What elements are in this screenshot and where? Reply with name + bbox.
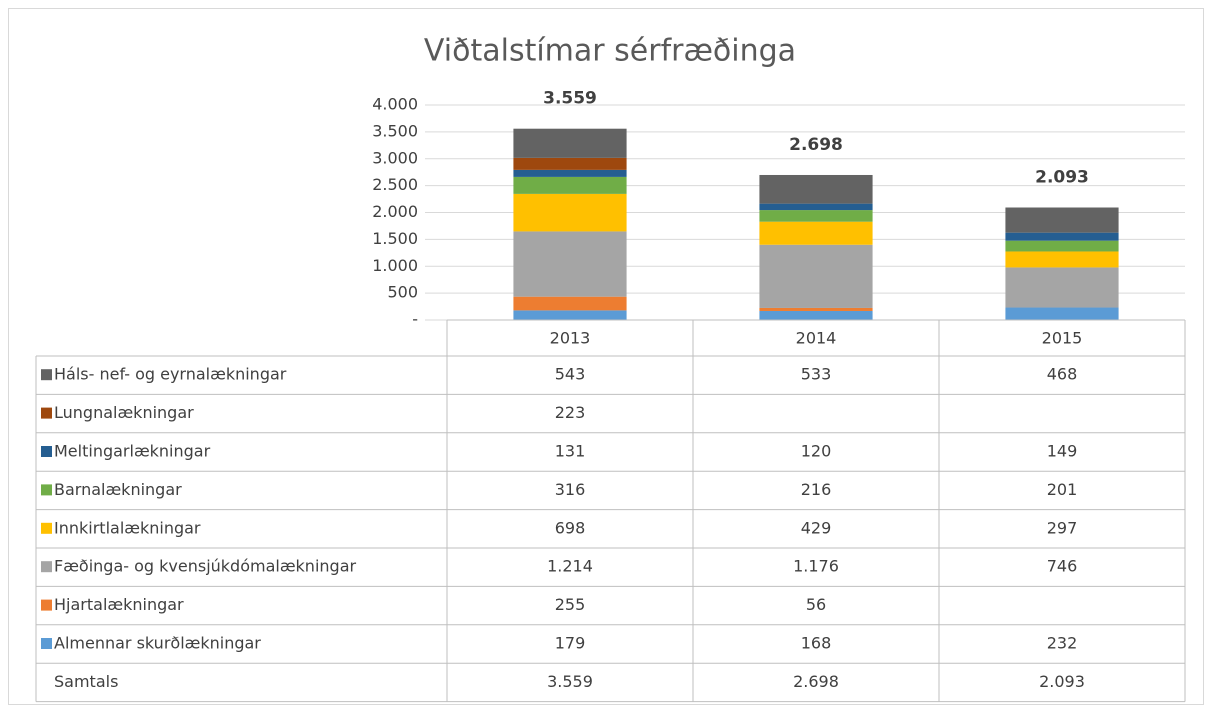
table-cell: 1.176 <box>793 557 839 576</box>
table-cell: 56 <box>806 595 826 614</box>
table-cell: 297 <box>1047 518 1078 537</box>
chart-title: Viðtalstímar sérfræðinga <box>424 34 796 69</box>
table-cell: 2.093 <box>1039 672 1085 691</box>
table-cell: 543 <box>555 365 586 384</box>
legend-label: Barnalækningar <box>54 480 182 499</box>
table-cell: 216 <box>801 480 832 499</box>
legend-swatch <box>41 638 52 649</box>
table-cell: 223 <box>555 403 586 422</box>
bar-segment <box>759 244 873 308</box>
bar-segment <box>513 296 627 311</box>
bar-segment <box>513 193 627 232</box>
bar-segment <box>513 169 627 177</box>
y-tick-label: 3.000 <box>372 148 418 167</box>
table-cell: 201 <box>1047 480 1078 499</box>
bar-segment <box>513 310 627 320</box>
legend-label: Meltingarlækningar <box>54 442 211 461</box>
table-cell: 316 <box>555 480 586 499</box>
total-label: 2.698 <box>789 135 843 155</box>
legend-label: Hjartalækningar <box>54 595 184 614</box>
bar-segment <box>759 310 873 320</box>
bar-segment <box>1005 307 1119 320</box>
y-tick-label: 4.000 <box>372 95 418 114</box>
bar-segment <box>1005 207 1119 233</box>
bar-segment <box>1005 267 1119 308</box>
legend-swatch <box>41 561 52 573</box>
bar-segment <box>513 128 627 158</box>
table-cell: 149 <box>1047 442 1078 461</box>
x-tick-label: 2013 <box>550 329 591 348</box>
y-tick-label: 3.500 <box>372 121 418 140</box>
legend-swatch <box>41 484 52 496</box>
bar-segment <box>513 157 627 170</box>
y-tick-label: 1.500 <box>372 229 418 248</box>
legend-swatch <box>41 369 52 381</box>
y-tick-label: 2.500 <box>372 175 418 194</box>
table-cell: 131 <box>555 442 586 461</box>
y-tick-label: 2.000 <box>372 202 418 221</box>
legend-label: Lungnalækningar <box>54 403 194 422</box>
bar-segment <box>759 174 873 204</box>
legend-label: Almennar skurðlækningar <box>54 634 261 653</box>
legend-swatch <box>41 522 52 534</box>
legend-label: Fæðinga- og kvensjúkdómalækningar <box>54 557 356 576</box>
table-row-label: Samtals <box>54 672 118 691</box>
table-cell: 120 <box>801 442 832 461</box>
table-cell: 168 <box>801 634 832 653</box>
bar-segment <box>759 210 873 222</box>
table-cell: 179 <box>555 634 586 653</box>
legend-label: Innkirtlalækningar <box>54 518 201 537</box>
bar-segment <box>759 203 873 211</box>
total-label: 2.093 <box>1035 168 1089 188</box>
y-tick-label: 1.000 <box>372 256 418 275</box>
bar-segment <box>513 176 627 194</box>
y-tick-label: - <box>412 310 418 329</box>
legend-swatch <box>41 599 52 611</box>
x-tick-label: 2014 <box>796 329 837 348</box>
bar-segment <box>1005 240 1119 252</box>
legend-swatch <box>41 446 52 457</box>
bar-segment <box>1005 232 1119 241</box>
table-cell: 429 <box>801 518 832 537</box>
bar-segment <box>1005 251 1119 268</box>
legend-swatch <box>41 407 52 419</box>
table-cell: 2.698 <box>793 672 839 691</box>
bar-segment <box>513 231 627 297</box>
y-tick-label: 500 <box>387 283 418 302</box>
table-cell: 232 <box>1047 634 1078 653</box>
table-cell: 1.214 <box>547 557 593 576</box>
table-cell: 3.559 <box>547 672 593 691</box>
table-cell: 468 <box>1047 365 1078 384</box>
x-tick-label: 2015 <box>1042 329 1083 348</box>
legend-label: Háls- nef- og eyrnalækningar <box>54 365 287 384</box>
table-cell: 698 <box>555 518 586 537</box>
bar-segment <box>759 221 873 245</box>
bar-segment <box>759 307 873 311</box>
total-label: 3.559 <box>543 89 597 109</box>
table-cell: 746 <box>1047 557 1078 576</box>
table-cell: 255 <box>555 595 586 614</box>
table-cell: 533 <box>801 365 832 384</box>
